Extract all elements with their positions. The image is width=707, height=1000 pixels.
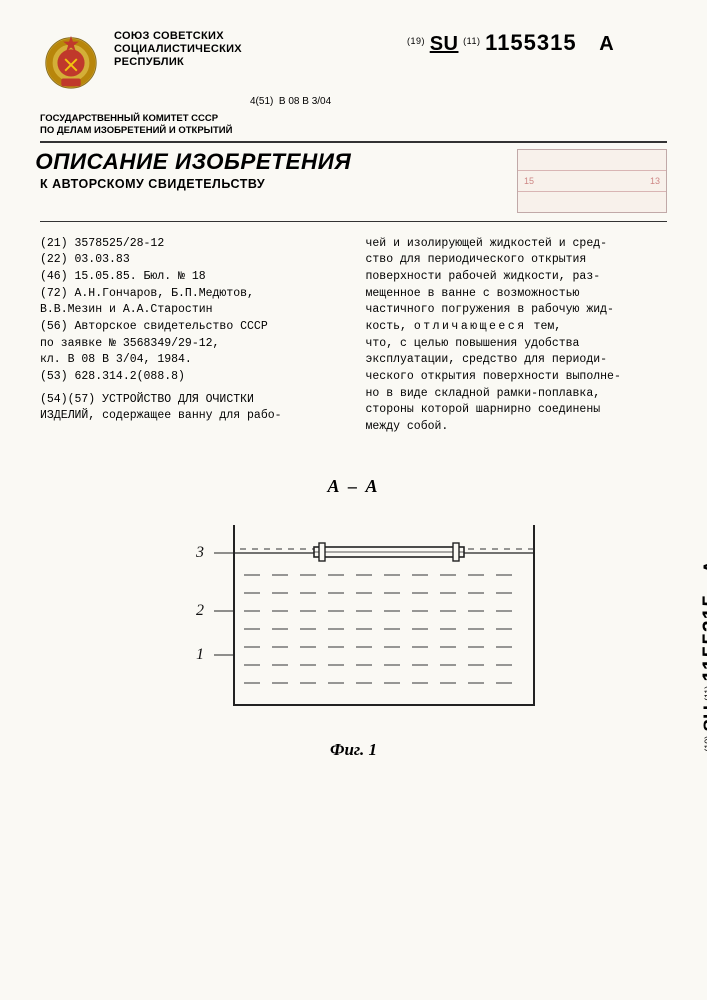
bl-10a: (54)(57) УСТРОЙСТВО ДЛЯ ОЧИСТКИ	[40, 392, 342, 409]
bl-4: (72) А.Н.Гончаров, Б.П.Медютов,	[40, 286, 342, 303]
stamp-top	[518, 150, 666, 171]
br-6c: тем,	[527, 320, 562, 333]
br-11: стороны которой шарнирно соединены	[366, 402, 668, 419]
committee-l2: ПО ДЕЛАМ ИЗОБРЕТЕНИЙ И ОТКРЫТИЙ	[40, 125, 232, 136]
committee: ГОСУДАРСТВЕННЫЙ КОМИТЕТ СССР ПО ДЕЛАМ ИЗ…	[40, 113, 667, 137]
bl-7: по заявке № 3568349/29-12,	[40, 336, 342, 353]
ipc-code: В 08 В 3/04	[279, 96, 331, 107]
figure-caption: Фиг. 1	[40, 740, 667, 760]
svg-text:2: 2	[196, 602, 204, 619]
br-1: чей и изолирующей жидкостей и сред-	[366, 236, 668, 253]
br-9: ческого открытия поверхности выполне-	[366, 369, 668, 386]
bl-9: (53) 628.314.2(088.8)	[40, 369, 342, 386]
side-mid: (11)	[703, 686, 707, 701]
title-main: ОПИСАНИЕ ИЗОБРЕТЕНИЯ	[35, 149, 522, 175]
br-7: что, с целью повышения удобства	[366, 336, 668, 353]
title-sub: К АВТОРСКОМУ СВИДЕТЕЛЬСТВУ	[40, 177, 517, 191]
stamp-bottom	[518, 192, 666, 212]
header: СОЮЗ СОВЕТСКИХ СОЦИАЛИСТИЧЕСКИХ РЕСПУБЛИ…	[40, 30, 667, 92]
issuer-name: СОЮЗ СОВЕТСКИХ СОЦИАЛИСТИЧЕСКИХ РЕСПУБЛИ…	[114, 30, 395, 70]
br-6a: кость,	[366, 320, 414, 333]
br-8: эксплуатации, средство для периоди-	[366, 352, 668, 369]
divider-under-title	[40, 221, 667, 222]
doc-prefix: (19)	[407, 36, 425, 46]
issuer-block: СОЮЗ СОВЕТСКИХ СОЦИАЛИСТИЧЕСКИХ РЕСПУБЛИ…	[114, 30, 395, 70]
doc-country: SU	[430, 33, 459, 55]
bl-2: (22) 03.03.83	[40, 252, 342, 269]
br-6: кость, отличающееся тем,	[366, 319, 668, 336]
ipc-line: 4(51) В 08 В 3/04	[250, 96, 667, 107]
issuer-line3: РЕСПУБЛИК	[114, 56, 184, 68]
bl-8: кл. В 08 В 3/04, 1984.	[40, 352, 342, 369]
br-4: мещенное в ванне с возможностью	[366, 286, 668, 303]
svg-text:3: 3	[195, 544, 204, 561]
doc-num: 1155315	[485, 30, 576, 55]
bibliographic-columns: (21) 3578525/28-12 (22) 03.03.83 (46) 15…	[40, 236, 667, 436]
patent-page: СОЮЗ СОВЕТСКИХ СОЦИАЛИСТИЧЕСКИХ РЕСПУБЛИ…	[0, 0, 707, 1000]
bl-3: (46) 15.05.85. Бюл. № 18	[40, 269, 342, 286]
br-5: частичного погружения в рабочую жид-	[366, 302, 668, 319]
stamp-left: 15	[524, 176, 534, 186]
side-prefix: (19)	[703, 736, 707, 752]
bl-1: (21) 3578525/28-12	[40, 236, 342, 253]
issuer-line2: СОЦИАЛИСТИЧЕСКИХ	[114, 43, 242, 55]
doc-number: (19) SU (11) 1155315 A	[407, 30, 667, 56]
bl-5: В.В.Мезин и А.А.Старостин	[40, 302, 342, 319]
svg-text:1: 1	[196, 646, 204, 663]
bl-10b: ИЗДЕЛИЙ, содержащее ванну для рабо-	[40, 408, 342, 425]
side-suffix: A	[701, 560, 707, 574]
title-row: ОПИСАНИЕ ИЗОБРЕТЕНИЯ К АВТОРСКОМУ СВИДЕТ…	[40, 149, 667, 213]
ussr-emblem-icon	[40, 30, 102, 92]
title-block: ОПИСАНИЕ ИЗОБРЕТЕНИЯ К АВТОРСКОМУ СВИДЕТ…	[40, 149, 517, 191]
side-num: 1155315	[699, 594, 707, 682]
divider-top	[40, 141, 667, 143]
section-label: А – А	[40, 476, 667, 497]
bl-6: (56) Авторское свидетельство СССР	[40, 319, 342, 336]
figure-area: А – А 3 2 1 Фиг. 1	[40, 476, 667, 760]
ipc-prefix: 4(51)	[250, 96, 273, 107]
doc-suffix: A	[599, 33, 614, 55]
side-country: SU	[701, 705, 707, 731]
stamp-mid: 15 13	[518, 171, 666, 192]
br-6b: отличающееся	[414, 320, 527, 333]
br-12: между собой.	[366, 419, 668, 436]
figure-diagram: 3 2 1	[164, 505, 544, 725]
biblio-right: чей и изолирующей жидкостей и сред- ство…	[366, 236, 668, 436]
biblio-left: (21) 3578525/28-12 (22) 03.03.83 (46) 15…	[40, 236, 342, 436]
doc-number-block: (19) SU (11) 1155315 A	[407, 30, 667, 56]
br-2: ство для периодического открытия	[366, 252, 668, 269]
stamp-right: 13	[650, 176, 660, 186]
side-doc-number: (19) SU (11) 1155315 A	[699, 560, 707, 752]
committee-l1: ГОСУДАРСТВЕННЫЙ КОМИТЕТ СССР	[40, 113, 218, 124]
doc-mid: (11)	[463, 36, 480, 46]
issuer-line1: СОЮЗ СОВЕТСКИХ	[114, 30, 224, 42]
library-stamp: 15 13	[517, 149, 667, 213]
br-3: поверхности рабочей жидкости, раз-	[366, 269, 668, 286]
br-10: но в виде складной рамки-поплавка,	[366, 386, 668, 403]
